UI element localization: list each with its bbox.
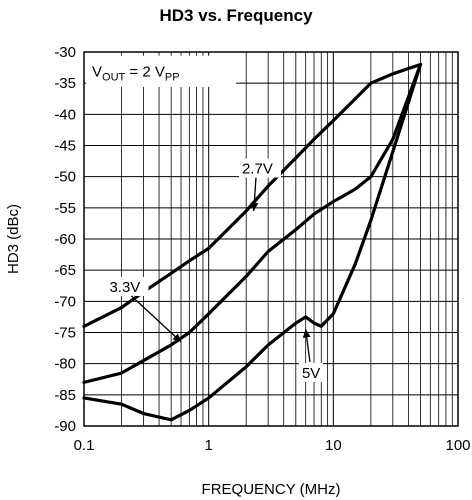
y-tick-label: -90 bbox=[54, 418, 76, 435]
label-arrow-head bbox=[172, 333, 182, 342]
series-line-3.3V bbox=[82, 62, 423, 384]
series-lines bbox=[82, 62, 423, 422]
vout-annotation-part: V bbox=[92, 63, 102, 80]
y-tick-label: -35 bbox=[54, 75, 76, 92]
y-tick-label: -75 bbox=[54, 325, 76, 342]
y-tick-label: -65 bbox=[54, 262, 76, 279]
vout-annotation-part: OUT bbox=[102, 71, 126, 83]
x-tick-label: 0.1 bbox=[74, 437, 95, 454]
vout-annotation: VOUT = 2 VPP bbox=[92, 63, 180, 83]
y-tick-label: -60 bbox=[54, 231, 76, 248]
series-label-bg bbox=[106, 276, 149, 296]
annotations: VOUT = 2 VPP 2.7V 3.3V 5V bbox=[86, 55, 323, 383]
series-label-5V: 5V bbox=[302, 365, 320, 382]
label-arrow-head bbox=[250, 202, 259, 211]
y-tick-label: -70 bbox=[54, 293, 76, 310]
y-tick-label: -55 bbox=[54, 200, 76, 217]
y-axis-label: HD3 (dBc) bbox=[5, 204, 22, 274]
y-tick-label: -50 bbox=[54, 169, 76, 186]
y-tick-label: -80 bbox=[54, 356, 76, 373]
label-arrow-line bbox=[131, 295, 182, 343]
chart-title: HD3 vs. Frequency bbox=[159, 6, 313, 25]
x-axis-label: FREQUENCY (MHz) bbox=[202, 481, 341, 498]
vout-box bbox=[86, 55, 236, 87]
label-arrow-head bbox=[302, 329, 311, 338]
vout-annotation-part: = 2 V bbox=[125, 63, 165, 80]
grid-lines bbox=[84, 52, 458, 426]
x-tick-label: 10 bbox=[325, 437, 342, 454]
series-line-2.7V bbox=[82, 62, 423, 328]
x-tick-label: 100 bbox=[445, 437, 470, 454]
y-tick-label: -85 bbox=[54, 387, 76, 404]
series-line-5V bbox=[82, 62, 423, 422]
x-tick-label: 1 bbox=[204, 437, 212, 454]
vout-annotation-part: PP bbox=[165, 71, 180, 83]
series-label-2.7V: 2.7V bbox=[242, 161, 273, 178]
series-label-3.3V: 3.3V bbox=[109, 279, 140, 296]
y-tick-label: -45 bbox=[54, 138, 76, 155]
y-tick-label: -40 bbox=[54, 106, 76, 123]
series-label-bg bbox=[238, 158, 281, 178]
y-tick-label: -30 bbox=[54, 44, 76, 61]
axis-ticks: -30 -35 -40 -45 -50 -55 -60 -65 -70 -75 -80 -85 -90 0… bbox=[54, 44, 470, 454]
series-label-bg bbox=[298, 363, 323, 383]
plot-frame bbox=[83, 51, 459, 427]
